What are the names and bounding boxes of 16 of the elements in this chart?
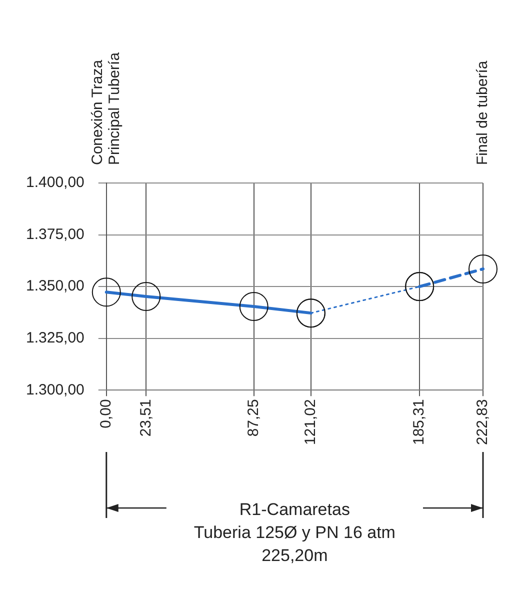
x-tick-label: 121,02 xyxy=(302,399,320,446)
text: R1-Camaretas xyxy=(238,499,351,521)
text: Tuberia 125Ø y PN 16 atm xyxy=(192,522,396,544)
x-tick-label: 222,83 xyxy=(474,399,492,446)
y-tick-label: 1.350,00 xyxy=(26,278,84,295)
x-tick-label: 87,25 xyxy=(244,399,262,437)
text: Conexión Traza Principal Tubería xyxy=(89,52,124,165)
x-tick-label: 0,00 xyxy=(98,399,115,428)
y-tick-label: 1.300,00 xyxy=(26,381,84,398)
text: 225,20m xyxy=(260,545,329,567)
y-tick-label: 1.325,00 xyxy=(26,329,84,346)
x-tick-label: 23,51 xyxy=(137,399,154,437)
x-tick-label: 185,31 xyxy=(410,399,428,446)
y-tick-label: 1.400,00 xyxy=(26,174,84,192)
text: Final de tubería xyxy=(474,60,492,165)
y-tick-label: 1.375,00 xyxy=(26,226,84,243)
